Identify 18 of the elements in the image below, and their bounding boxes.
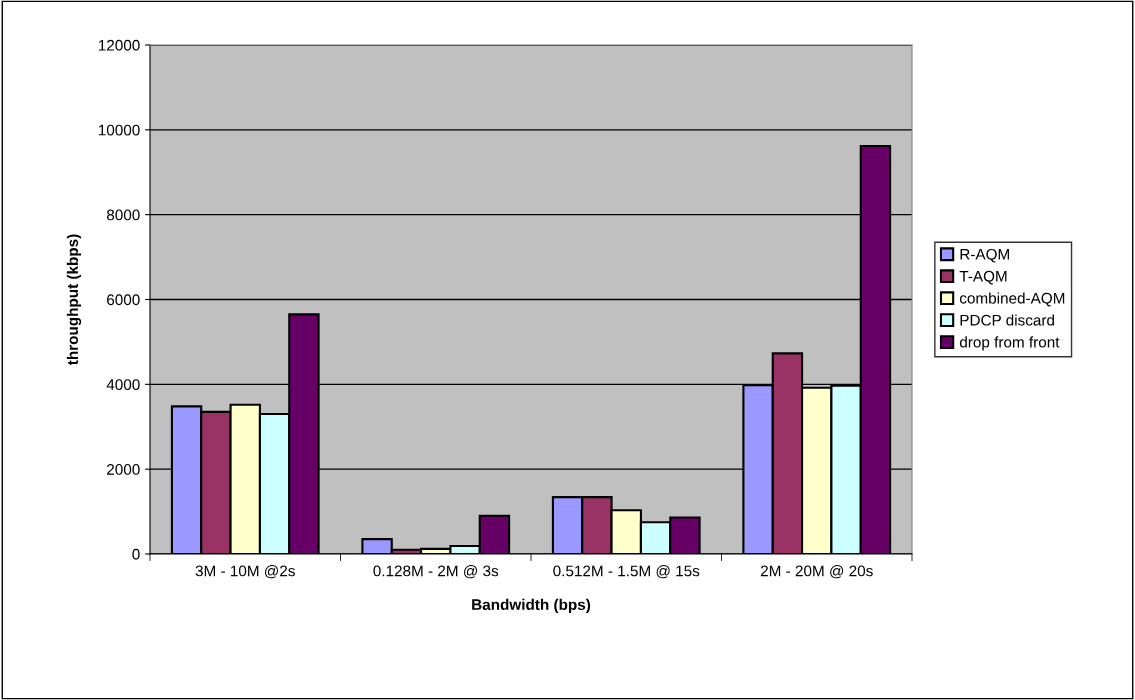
x-tick-label: 3M - 10M @2s xyxy=(195,565,295,579)
x-tick-label: 0.128M - 2M @ 3s xyxy=(373,565,499,579)
legend-label: drop from front xyxy=(959,336,1060,351)
y-tick-label: 6000 xyxy=(107,294,140,306)
x-tick-label: 0.512M - 1.5M @ 15s xyxy=(553,565,700,579)
y-tick-label: 12000 xyxy=(98,39,140,51)
y-tick-label: 2000 xyxy=(107,464,140,475)
y-axis-title: throughput (kbps) xyxy=(66,234,82,366)
y-tick-label: 0 xyxy=(132,548,140,560)
legend-label: PDCP discard xyxy=(960,314,1054,326)
legend-label: R-AQM xyxy=(960,248,1009,263)
x-axis-title: Bandwidth (bps) xyxy=(472,598,591,614)
y-tick-label: 10000 xyxy=(98,124,140,136)
x-tick-label: 2M - 20M @ 20s xyxy=(760,565,873,579)
y-tick-label: 8000 xyxy=(106,209,140,221)
legend-label: combined-AQM xyxy=(959,292,1065,307)
legend-label: T-AQM xyxy=(959,270,1007,285)
y-tick-label: 4000 xyxy=(106,379,140,391)
